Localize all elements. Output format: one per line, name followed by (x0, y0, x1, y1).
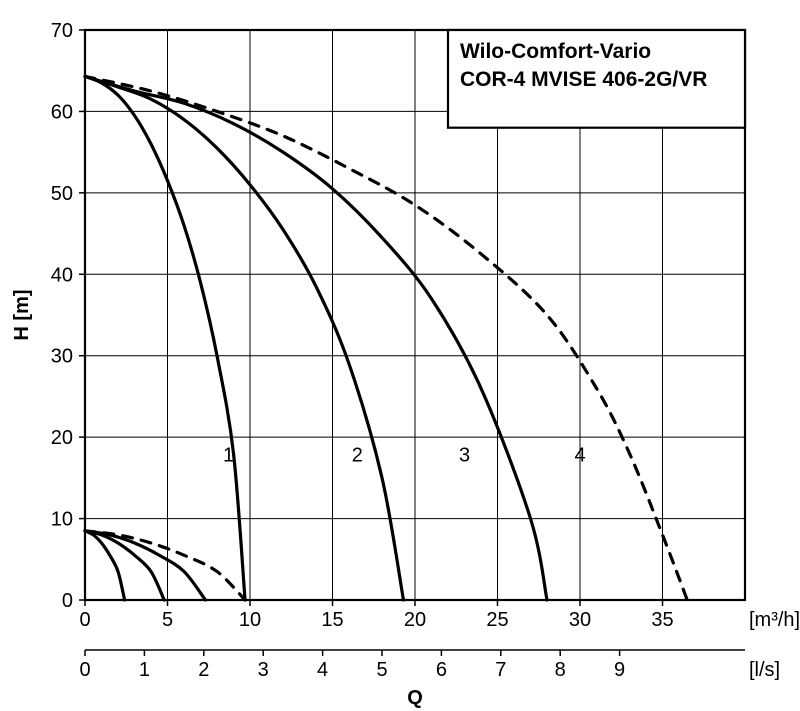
ytick-label: 40 (51, 264, 73, 286)
series-label: 2 (352, 445, 363, 467)
ytick-label: 10 (51, 509, 73, 531)
xtick-label-m3h: 5 (162, 609, 173, 631)
xtick-label-ls: 4 (317, 659, 328, 681)
ytick-label: 30 (51, 346, 73, 368)
xtick-label-ls: 5 (376, 659, 387, 681)
series-label: 4 (574, 445, 585, 467)
ytick-label: 60 (51, 101, 73, 123)
x-unit-m3h: [m³/h] (749, 609, 800, 631)
x-axis-label: Q (407, 687, 423, 709)
ytick-label: 70 (51, 20, 73, 42)
ytick-label: 50 (51, 183, 73, 205)
xtick-label-m3h: 10 (239, 609, 261, 631)
xtick-label-ls: 1 (139, 659, 150, 681)
xtick-label-ls: 0 (79, 659, 90, 681)
series-label: 3 (459, 445, 470, 467)
xtick-label-m3h: 35 (651, 609, 673, 631)
chart-title-line1: Wilo-Comfort-Vario (460, 40, 651, 63)
xtick-label-m3h: 30 (569, 609, 591, 631)
xtick-label-ls: 9 (614, 659, 625, 681)
chart-title-line2: COR-4 MVISE 406-2G/VR (460, 68, 707, 91)
xtick-label-ls: 6 (436, 659, 447, 681)
xtick-label-m3h: 20 (404, 609, 426, 631)
ytick-label: 0 (62, 590, 73, 612)
xtick-label-m3h: 15 (321, 609, 343, 631)
series-label: 1 (223, 445, 234, 467)
y-axis-label: H [m] (11, 289, 33, 340)
xtick-label-ls: 2 (198, 659, 209, 681)
pump-curve-chart: 123401020304050607005101520253035[m³/h]0… (0, 0, 800, 711)
x-unit-ls: [l/s] (749, 659, 780, 681)
xtick-label-m3h: 0 (79, 609, 90, 631)
xtick-label-m3h: 25 (486, 609, 508, 631)
ytick-label: 20 (51, 427, 73, 449)
xtick-label-ls: 3 (258, 659, 269, 681)
xtick-label-ls: 8 (555, 659, 566, 681)
xtick-label-ls: 7 (495, 659, 506, 681)
